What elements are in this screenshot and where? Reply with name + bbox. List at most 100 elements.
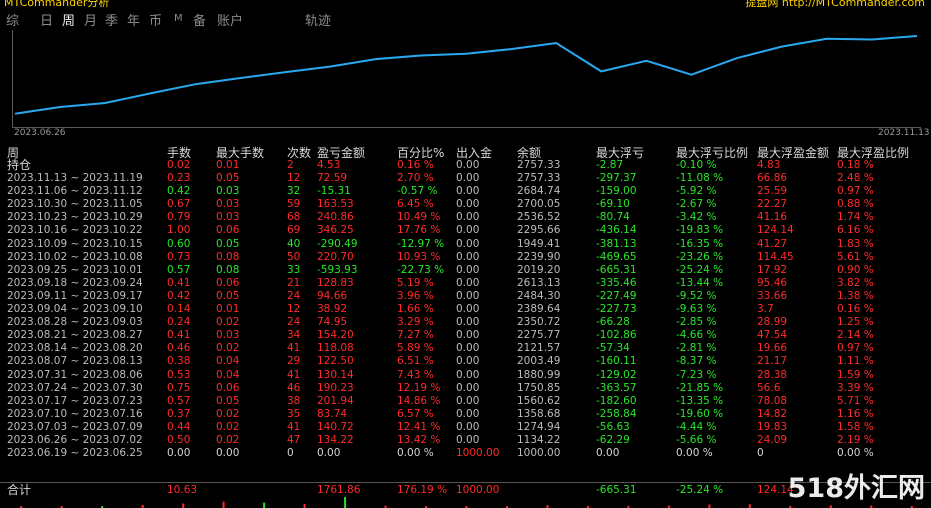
row-max-drawdown: -227.73 [596,303,637,316]
row-balance: 1880.99 [517,368,561,381]
col-pct[interactable]: 百分比% [397,146,445,160]
row-count: 69 [287,224,301,237]
balance-line [14,35,918,115]
row-max-lots: 0.05 [216,394,240,407]
row-max-drawdown-pct: -21.85 % [676,381,724,394]
row-pnl: 4.53 [317,159,341,171]
table-row[interactable]: 2023.09.04 ~ 2023.09.10 0.14 0.01 12 38.92 1.… [0,303,931,316]
col-max-drawdown[interactable]: 最大浮亏 [596,146,645,160]
tab-trajectory[interactable]: 轨迹 [305,14,332,29]
table-row[interactable]: 2023.10.16 ~ 2023.10.22 1.00 0.06 69 346.25 1… [0,224,931,237]
row-pct: 10.49 % [397,211,441,224]
col-max-lots[interactable]: 最大手数 [216,146,265,160]
col-max-drawdown-pct[interactable]: 最大浮亏比例 [676,146,749,160]
row-pct: 2.70 % [397,172,434,185]
row-io: 0.00 [456,211,480,224]
row-pnl: -15.31 [317,185,351,198]
table-row[interactable]: 2023.10.23 ~ 2023.10.29 0.79 0.03 68 240.86 1… [0,211,931,224]
tab-m[interactable]: M [174,13,183,24]
table-row[interactable]: 2023.07.10 ~ 2023.07.16 0.37 0.02 35 83.74 6.… [0,408,931,421]
table-row[interactable]: 2023.10.30 ~ 2023.11.05 0.67 0.03 59 163.53 6… [0,198,931,211]
row-balance: 2613.13 [517,276,561,289]
table-row[interactable]: 2023.10.09 ~ 2023.10.15 0.60 0.05 40 -290.49… [0,238,931,251]
col-pnl[interactable]: 盈亏金额 [317,146,366,160]
row-pct: 3.29 % [397,316,434,329]
table-row[interactable]: 2023.06.19 ~ 2023.06.25 0.00 0.00 0 0.00 0.00… [0,447,931,460]
row-max-profit-pct: 0.90 % [837,263,874,276]
row-max-lots: 0.01 [216,303,240,316]
row-max-profit: 19.83 [757,420,788,433]
table-row[interactable]: 2023.08.21 ~ 2023.08.27 0.41 0.03 34 154.20 7… [0,329,931,342]
col-balance[interactable]: 余额 [517,146,542,160]
table-row[interactable]: 2023.08.07 ~ 2023.08.13 0.38 0.04 29 122.50 6… [0,355,931,368]
row-max-profit: 25.59 [757,185,788,198]
table-row[interactable]: 2023.06.26 ~ 2023.07.02 0.50 0.02 47 134.22 1… [0,434,931,447]
table-row[interactable]: 2023.07.17 ~ 2023.07.23 0.57 0.05 38 201.94 1… [0,395,931,408]
row-balance: 1560.62 [517,394,561,407]
row-max-profit: 24.09 [757,433,788,446]
tab-quarter[interactable]: 季 [105,14,119,29]
tab-overview[interactable]: 综 [6,14,20,29]
row-max-profit-pct: 3.39 % [837,381,874,394]
balance-chart [12,30,921,128]
row-pnl: 118.08 [317,342,354,355]
tab-month[interactable]: 月 [84,14,98,29]
row-max-drawdown: -258.84 [596,407,637,420]
tab-day[interactable]: 日 [40,14,54,29]
row-max-profit: 19.66 [757,342,788,355]
row-balance: 2536.52 [517,211,561,224]
table-row[interactable]: 2023.07.24 ~ 2023.07.30 0.75 0.06 46 190.23 1… [0,382,931,395]
tab-note[interactable]: 备 [193,14,207,29]
row-count: 50 [287,250,301,263]
row-balance: 2121.57 [517,342,561,355]
table-row[interactable]: 2023.09.25 ~ 2023.10.01 0.57 0.08 33 -593.93… [0,264,931,277]
col-max-profit[interactable]: 最大浮盈金额 [757,146,830,160]
row-io: 0.00 [456,198,480,211]
histogram-bar [789,506,792,508]
histogram-bar [182,503,185,508]
tab-currency[interactable]: 币 [149,14,163,29]
row-balance: 2239.90 [517,250,561,263]
row-pnl: 38.92 [317,303,348,316]
table-row[interactable]: 持仓 0.02 0.01 2 4.53 0.16 % 0.00 2757.33 -2.87 -0.… [0,159,931,172]
col-io[interactable]: 出入金 [456,146,493,160]
row-pct: -22.73 % [397,263,445,276]
row-balance: 1358.68 [517,407,561,420]
row-max-profit: 95.46 [757,276,788,289]
row-io: 0.00 [456,250,480,263]
tab-year[interactable]: 年 [127,14,141,29]
row-max-lots: 0.05 [216,172,240,185]
row-lots: 0.14 [167,303,191,316]
row-balance: 2275.77 [517,329,561,342]
row-lots: 0.00 [167,447,191,460]
row-pct: 10.93 % [397,250,441,263]
table-row[interactable]: 2023.09.11 ~ 2023.09.17 0.42 0.05 24 94.66 3.… [0,290,931,303]
table-row[interactable]: 2023.11.13 ~ 2023.11.19 0.23 0.05 12 72.59 2.… [0,172,931,185]
col-lots[interactable]: 手数 [167,146,192,160]
col-period[interactable]: 周 [7,146,20,160]
row-io: 0.00 [456,342,480,355]
row-lots: 0.57 [167,394,191,407]
tab-account[interactable]: 账户 [217,14,244,29]
table-row[interactable]: 2023.11.06 ~ 2023.11.12 0.42 0.03 32 -15.31 -… [0,185,931,198]
row-io: 0.00 [456,185,480,198]
row-max-drawdown: -69.10 [596,198,630,211]
row-max-drawdown-pct: -5.92 % [676,185,717,198]
table-row[interactable]: 2023.08.14 ~ 2023.08.20 0.46 0.02 41 118.08 5… [0,342,931,355]
table-row[interactable]: 2023.07.03 ~ 2023.07.09 0.44 0.02 41 140.72 1… [0,421,931,434]
col-max-profit-pct[interactable]: 最大浮盈比例 [837,146,910,160]
site-link[interactable]: 提盘网 http://MTCommander.com [745,0,925,8]
tab-week[interactable]: 周 [62,14,76,29]
app-title: MTCommander分析 [4,0,110,8]
col-count[interactable]: 次数 [287,146,312,160]
row-max-profit: 47.54 [757,329,788,342]
row-max-drawdown: -102.86 [596,329,637,342]
row-max-profit: 17.92 [757,263,788,276]
row-lots: 1.00 [167,224,191,237]
row-count: 24 [287,316,301,329]
row-max-profit: 28.99 [757,316,788,329]
table-row[interactable]: 2023.09.18 ~ 2023.09.24 0.41 0.06 21 128.83 5… [0,277,931,290]
table-row[interactable]: 2023.07.31 ~ 2023.08.06 0.53 0.04 41 130.14 7… [0,369,931,382]
table-row[interactable]: 2023.10.02 ~ 2023.10.08 0.73 0.08 50 220.70 1… [0,251,931,264]
table-row[interactable]: 2023.08.28 ~ 2023.09.03 0.24 0.02 24 74.95 3.… [0,316,931,329]
